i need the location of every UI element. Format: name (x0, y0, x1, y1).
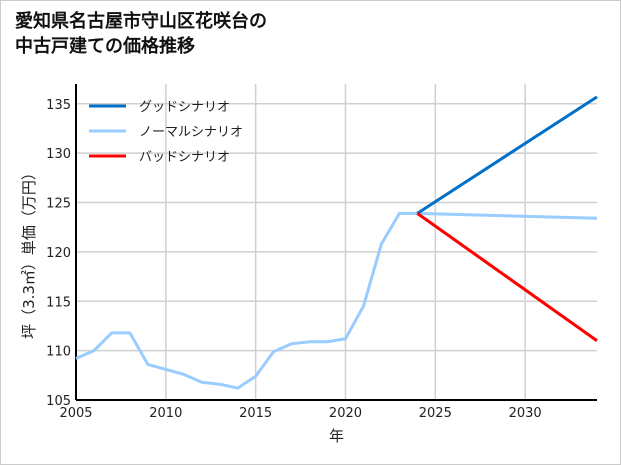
chart-title: 愛知県名古屋市守山区花咲台の 中古戸建ての価格推移 (15, 9, 267, 59)
x-tick-label: 2015 (239, 406, 272, 421)
y-tick-label: 135 (46, 98, 71, 113)
title-line-1: 愛知県名古屋市守山区花咲台の (15, 11, 267, 32)
legend-label: バッドシナリオ (139, 150, 230, 165)
x-axis-label: 年 (329, 427, 344, 445)
legend-label: グッドシナリオ (139, 100, 230, 115)
y-tick-label: 115 (46, 295, 71, 310)
y-tick-label: 130 (46, 147, 71, 162)
series-line-1 (75, 211, 598, 390)
y-tick-label: 120 (46, 246, 71, 261)
y-tick-label: 110 (46, 345, 71, 360)
series-line-2 (416, 212, 598, 342)
x-tick-label: 2020 (329, 406, 362, 421)
legend-label: ノーマルシナリオ (139, 125, 243, 140)
y-axis-label: 坪（3.3㎡）単価（万円） (20, 165, 38, 339)
x-tick-label: 2005 (59, 406, 92, 421)
x-tick-label: 2010 (149, 406, 182, 421)
title-line-2: 中古戸建ての価格推移 (15, 36, 195, 57)
y-tick-label: 105 (46, 394, 71, 409)
series-line-0 (416, 95, 598, 215)
x-tick-label: 2025 (419, 406, 452, 421)
x-tick-label: 2030 (509, 406, 542, 421)
y-tick-label: 125 (46, 197, 71, 212)
